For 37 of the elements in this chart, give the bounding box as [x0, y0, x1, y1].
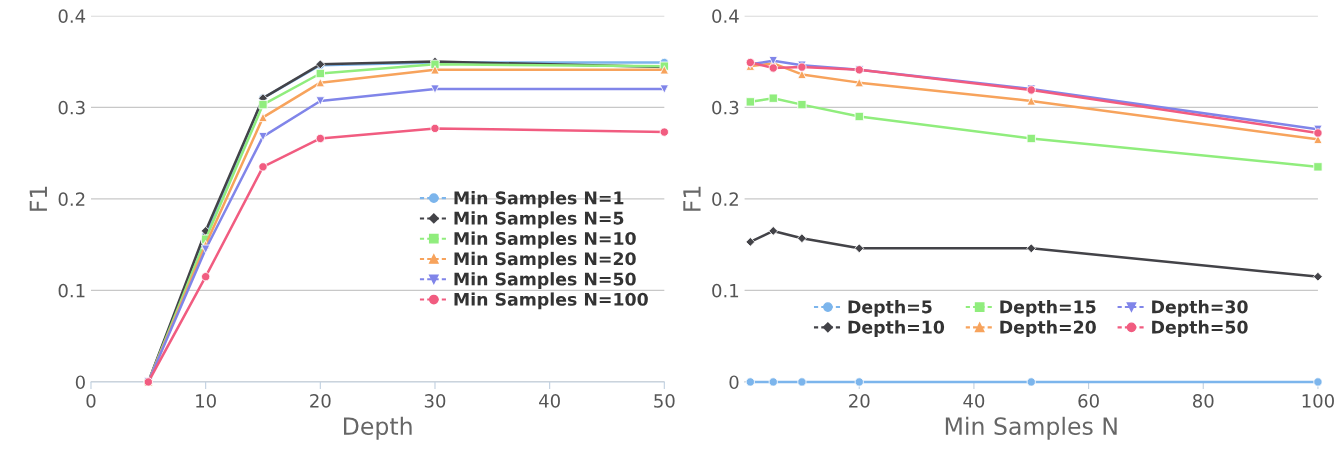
x-tick-label: 80: [1193, 394, 1214, 408]
x-tick-label: 20: [310, 394, 331, 408]
legend-label: Depth=10: [848, 320, 945, 338]
y-tick-label: 0.3: [712, 100, 739, 115]
y-tick-label: 0.3: [58, 100, 85, 115]
legend-label: Min Samples N=1: [454, 191, 624, 208]
y-tick-label: 0.1: [58, 283, 85, 298]
x-tick-label: 40: [963, 394, 985, 408]
y-tick-label: 0.1: [712, 283, 739, 298]
y-axis-title: F1: [29, 186, 47, 211]
y-tick-label: 0: [729, 375, 739, 390]
x-tick-label: 10: [196, 394, 216, 408]
y-tick-label: 0.4: [58, 9, 86, 23]
x-tick-label: 0: [86, 394, 96, 408]
y-tick-label: 0.2: [58, 192, 85, 206]
y-axis-title: F1: [683, 186, 701, 211]
y-tick-label: 0.4: [712, 9, 739, 23]
x-tick-label: 60: [1078, 394, 1099, 408]
legend-label: Depth=30: [1152, 299, 1248, 317]
y-tick-label: 0: [75, 375, 85, 390]
legend-label: Min Samples N=20: [454, 251, 636, 269]
x-tick-label: 100: [1302, 394, 1334, 408]
x-tick-label: 50: [654, 394, 675, 408]
legend-label: Depth=50: [1152, 320, 1248, 338]
legend-label: Depth=5: [848, 299, 932, 317]
x-axis-title: Min Samples N: [945, 416, 1117, 440]
x-tick-label: 20: [849, 394, 870, 408]
legend-label: Depth=15: [1000, 299, 1096, 317]
legend-label: Min Samples N=5: [454, 211, 624, 229]
legend-label: Min Samples N=100: [454, 292, 648, 310]
legend-label: Depth=20: [1000, 320, 1096, 338]
x-tick-label: 30: [424, 394, 446, 408]
legend-label: Min Samples N=10: [454, 231, 636, 249]
x-axis-title: Depth: [344, 416, 412, 440]
legend-label: Min Samples N=50: [454, 272, 636, 289]
x-tick-label: 40: [539, 394, 560, 408]
y-tick-label: 0.2: [712, 192, 738, 206]
